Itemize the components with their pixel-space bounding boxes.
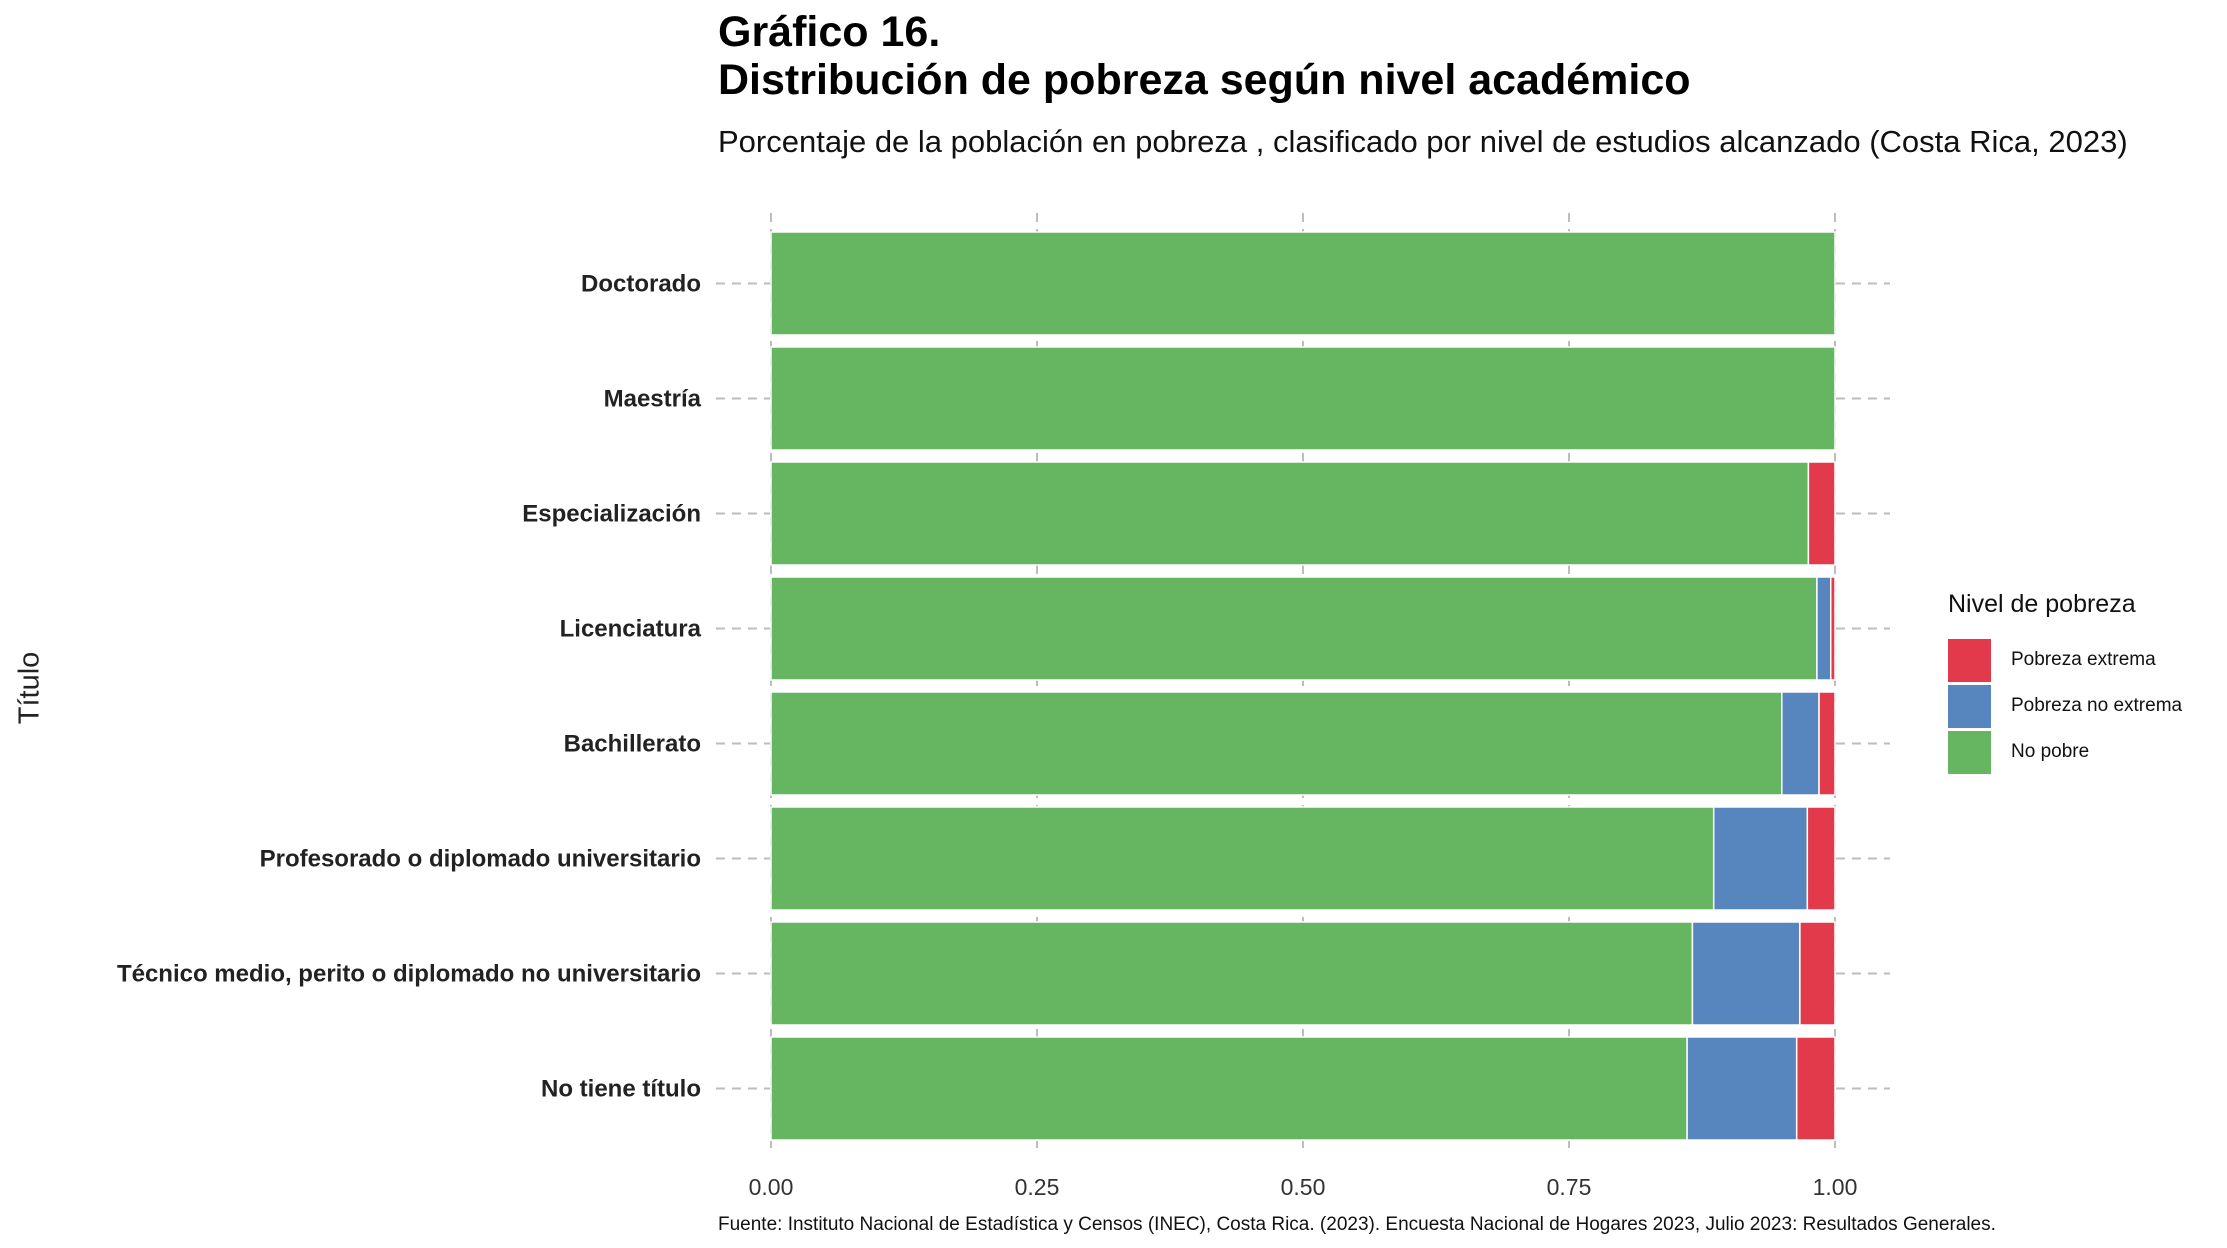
bar-segment-pobreza-extrema — [1795, 1036, 1836, 1141]
bar-segment-no-pobre — [770, 1036, 1688, 1141]
chart-caption: Fuente: Instituto Nacional de Estadístic… — [718, 1214, 1996, 1235]
legend-label: Pobreza no extrema — [2011, 695, 2183, 716]
y-tick-label: Especialización — [522, 501, 701, 528]
x-tick-label: 0.00 — [749, 1174, 794, 1200]
bars — [770, 231, 1836, 1141]
bar-segment-no-pobre — [770, 346, 1836, 451]
bar-segment-pobreza-extrema — [1829, 576, 1836, 681]
x-tick-label: 0.75 — [1547, 1174, 1592, 1200]
legend-item-pobreza-no-extrema: Pobreza no extrema — [1948, 683, 2182, 729]
bar-segment-no-pobre — [770, 461, 1810, 566]
bar-segment-pobreza-no-extrema — [1816, 576, 1832, 681]
bar-segment-no-pobre — [770, 806, 1715, 911]
chart-title-line-1: Gráfico 16. — [718, 8, 941, 56]
y-tick-label: Profesorado o diplomado universitario — [260, 846, 701, 873]
y-tick-label: No tiene título — [541, 1076, 701, 1103]
legend-title: Nivel de pobreza — [1948, 590, 2136, 618]
bar-segment-pobreza-no-extrema — [1686, 1036, 1798, 1141]
chart-subtitle: Porcentaje de la población en pobreza , … — [718, 124, 2128, 159]
legend: Nivel de pobreza Pobreza extrema Pobreza… — [1948, 590, 2182, 775]
x-tick-label: 0.25 — [1015, 1174, 1060, 1200]
y-tick-label: Maestría — [604, 386, 702, 413]
legend-item-pobreza-extrema: Pobreza extrema — [1948, 637, 2182, 683]
y-tick-label: Técnico medio, perito o diplomado no uni… — [117, 961, 701, 988]
axis-labels: 0.00 0.25 0.50 0.75 1.00 Doctorado Maestría Esp… — [117, 271, 1857, 1201]
legend-item-no-pobre: No pobre — [1948, 729, 2182, 775]
bar-segment-no-pobre — [770, 576, 1818, 681]
bar-segment-no-pobre — [770, 231, 1836, 336]
x-tick-label: 0.50 — [1281, 1174, 1326, 1200]
bar-segment-pobreza-extrema — [1818, 691, 1836, 796]
bar-segment-no-pobre — [770, 921, 1694, 1026]
bar-segment-pobreza-extrema — [1799, 921, 1836, 1026]
chart-title-line-2: Distribución de pobreza según nivel acad… — [718, 56, 1691, 104]
x-tick-label: 1.00 — [1813, 1174, 1858, 1200]
bar-segment-pobreza-no-extrema — [1781, 691, 1820, 796]
bar-segment-pobreza-no-extrema — [1691, 921, 1801, 1026]
bar-segment-pobreza-no-extrema — [1712, 806, 1809, 911]
bar-segment-pobreza-extrema — [1806, 806, 1836, 911]
bar-segment-no-pobre — [770, 691, 1783, 796]
legend-swatch — [1948, 684, 1991, 728]
y-tick-label: Bachillerato — [564, 731, 701, 758]
bar-segment-pobreza-extrema — [1807, 461, 1836, 566]
legend-label: Pobreza extrema — [2011, 649, 2156, 670]
legend-label: No pobre — [2011, 741, 2090, 762]
y-tick-label: Licenciatura — [560, 616, 702, 643]
legend-swatch — [1948, 730, 1991, 774]
y-tick-label: Doctorado — [581, 271, 701, 298]
legend-swatch — [1948, 638, 1991, 682]
